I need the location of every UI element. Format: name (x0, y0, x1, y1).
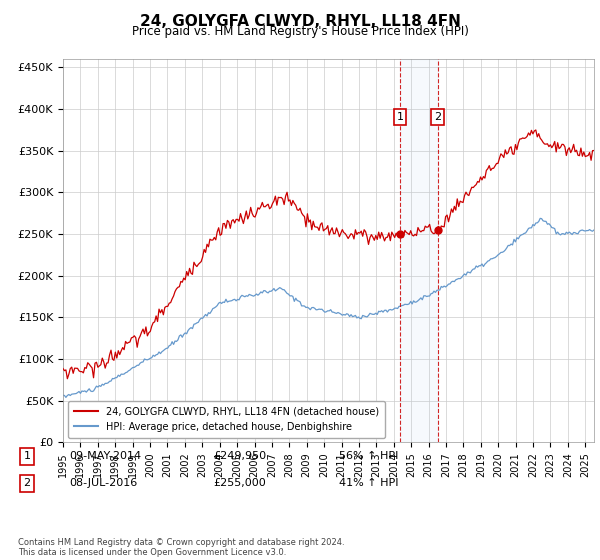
Legend: 24, GOLYGFA CLWYD, RHYL, LL18 4FN (detached house), HPI: Average price, detached: 24, GOLYGFA CLWYD, RHYL, LL18 4FN (detac… (68, 401, 385, 437)
Text: 41% ↑ HPI: 41% ↑ HPI (339, 478, 398, 488)
Text: Contains HM Land Registry data © Crown copyright and database right 2024.
This d: Contains HM Land Registry data © Crown c… (18, 538, 344, 557)
Text: 56% ↑ HPI: 56% ↑ HPI (339, 451, 398, 461)
Text: £249,950: £249,950 (213, 451, 266, 461)
Text: 2: 2 (23, 478, 31, 488)
Text: 1: 1 (397, 112, 404, 122)
Text: 09-MAY-2014: 09-MAY-2014 (69, 451, 141, 461)
Text: £255,000: £255,000 (213, 478, 266, 488)
Text: 24, GOLYGFA CLWYD, RHYL, LL18 4FN: 24, GOLYGFA CLWYD, RHYL, LL18 4FN (140, 14, 460, 29)
Text: 2: 2 (434, 112, 441, 122)
Bar (400, 59, 437, 442)
Text: 08-JUL-2016: 08-JUL-2016 (69, 478, 137, 488)
Text: Price paid vs. HM Land Registry's House Price Index (HPI): Price paid vs. HM Land Registry's House … (131, 25, 469, 38)
Text: 1: 1 (23, 451, 31, 461)
